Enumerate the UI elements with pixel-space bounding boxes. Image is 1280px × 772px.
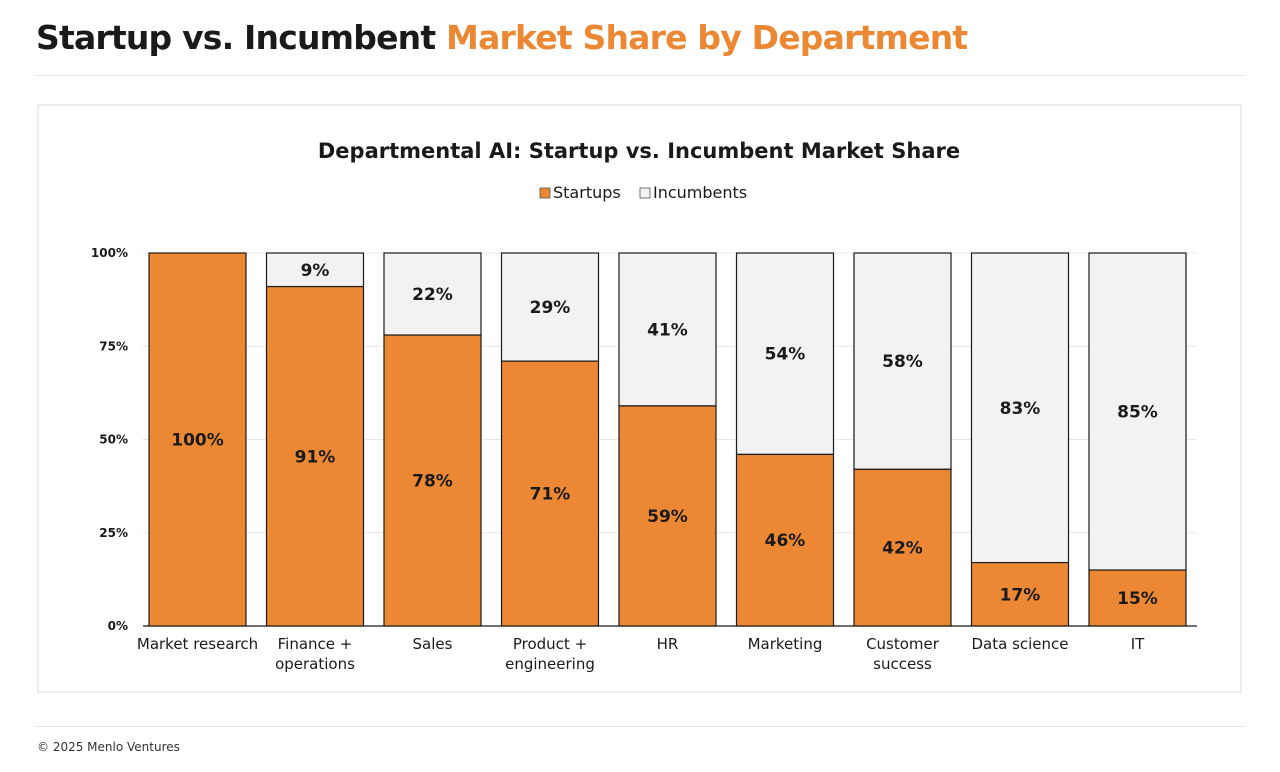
chart-title: Departmental AI: Startup vs. Incumbent M… (318, 139, 960, 163)
data-label-startups: 71% (530, 485, 571, 505)
bar-incumbents (500, 252, 600, 362)
x-tick-label: Data science (971, 635, 1068, 653)
data-label-startups: 15% (1117, 589, 1158, 609)
data-label-incumbents: 22% (412, 285, 453, 305)
x-tick-label: Customer (866, 635, 940, 653)
chart-card: Departmental AI: Startup vs. Incumbent M… (37, 104, 1242, 693)
x-tick-label: Finance + (278, 635, 353, 653)
data-label-incumbents: 54% (765, 345, 806, 365)
bar-startups (970, 561, 1070, 627)
y-tick-label: 0% (108, 619, 128, 633)
data-label-incumbents: 85% (1117, 403, 1158, 423)
data-label-startups: 91% (295, 447, 336, 467)
data-label-startups: 59% (647, 507, 688, 527)
bar-incumbents (853, 252, 952, 470)
data-label-startups: 42% (882, 539, 923, 559)
legend-swatch-incumbents (639, 187, 651, 199)
data-label-startups: 100% (171, 431, 224, 451)
copyright: © 2025 Menlo Ventures (37, 740, 180, 754)
header-divider (36, 75, 1244, 76)
x-tick-label: IT (1131, 635, 1145, 653)
bar-startups (618, 405, 717, 627)
x-tick-label: operations (275, 655, 355, 673)
legend-label-incumbents: Incumbents (653, 183, 747, 202)
bar-incumbents (383, 252, 482, 336)
bar-startups (735, 453, 835, 627)
data-label-incumbents: 83% (1000, 399, 1041, 419)
bar-incumbents (970, 252, 1070, 564)
data-label-incumbents: 29% (530, 298, 571, 318)
x-tick-label: engineering (505, 655, 595, 673)
bar-incumbents (618, 252, 717, 407)
y-tick-label: 25% (99, 526, 128, 540)
x-tick-label: Product + (513, 635, 587, 653)
x-tick-label: Sales (413, 635, 453, 653)
page-title-main: Startup vs. Incumbent (36, 18, 436, 57)
data-label-incumbents: 9% (301, 261, 330, 281)
data-label-startups: 78% (412, 472, 453, 492)
bar-startups (500, 360, 600, 627)
bar-startups (265, 285, 365, 627)
data-label-incumbents: 41% (647, 320, 688, 340)
data-label-incumbents: 58% (882, 352, 923, 372)
page-title: Startup vs. Incumbent Market Share by De… (36, 18, 968, 57)
bar-incumbents (1088, 252, 1187, 571)
data-label-startups: 46% (765, 531, 806, 551)
bar-incumbents (735, 252, 835, 456)
x-tick-label: Marketing (748, 635, 823, 653)
footer-divider (36, 726, 1244, 727)
bar-startups (1088, 569, 1187, 627)
data-label-startups: 17% (1000, 585, 1041, 605)
x-tick-label: Market research (137, 635, 258, 653)
bar-startups (383, 334, 482, 627)
bar-startups (148, 252, 247, 627)
y-tick-label: 50% (99, 433, 128, 447)
x-tick-label: HR (657, 635, 679, 653)
y-tick-label: 100% (91, 246, 128, 260)
y-tick-label: 75% (99, 339, 128, 353)
bar-startups (853, 468, 952, 627)
chart: Departmental AI: Startup vs. Incumbent M… (91, 139, 1197, 673)
x-tick-label: success (873, 655, 932, 673)
legend-swatch-startups (539, 187, 551, 199)
page-title-accent: Market Share by Department (446, 18, 968, 57)
legend-label-startups: Startups (553, 183, 621, 202)
